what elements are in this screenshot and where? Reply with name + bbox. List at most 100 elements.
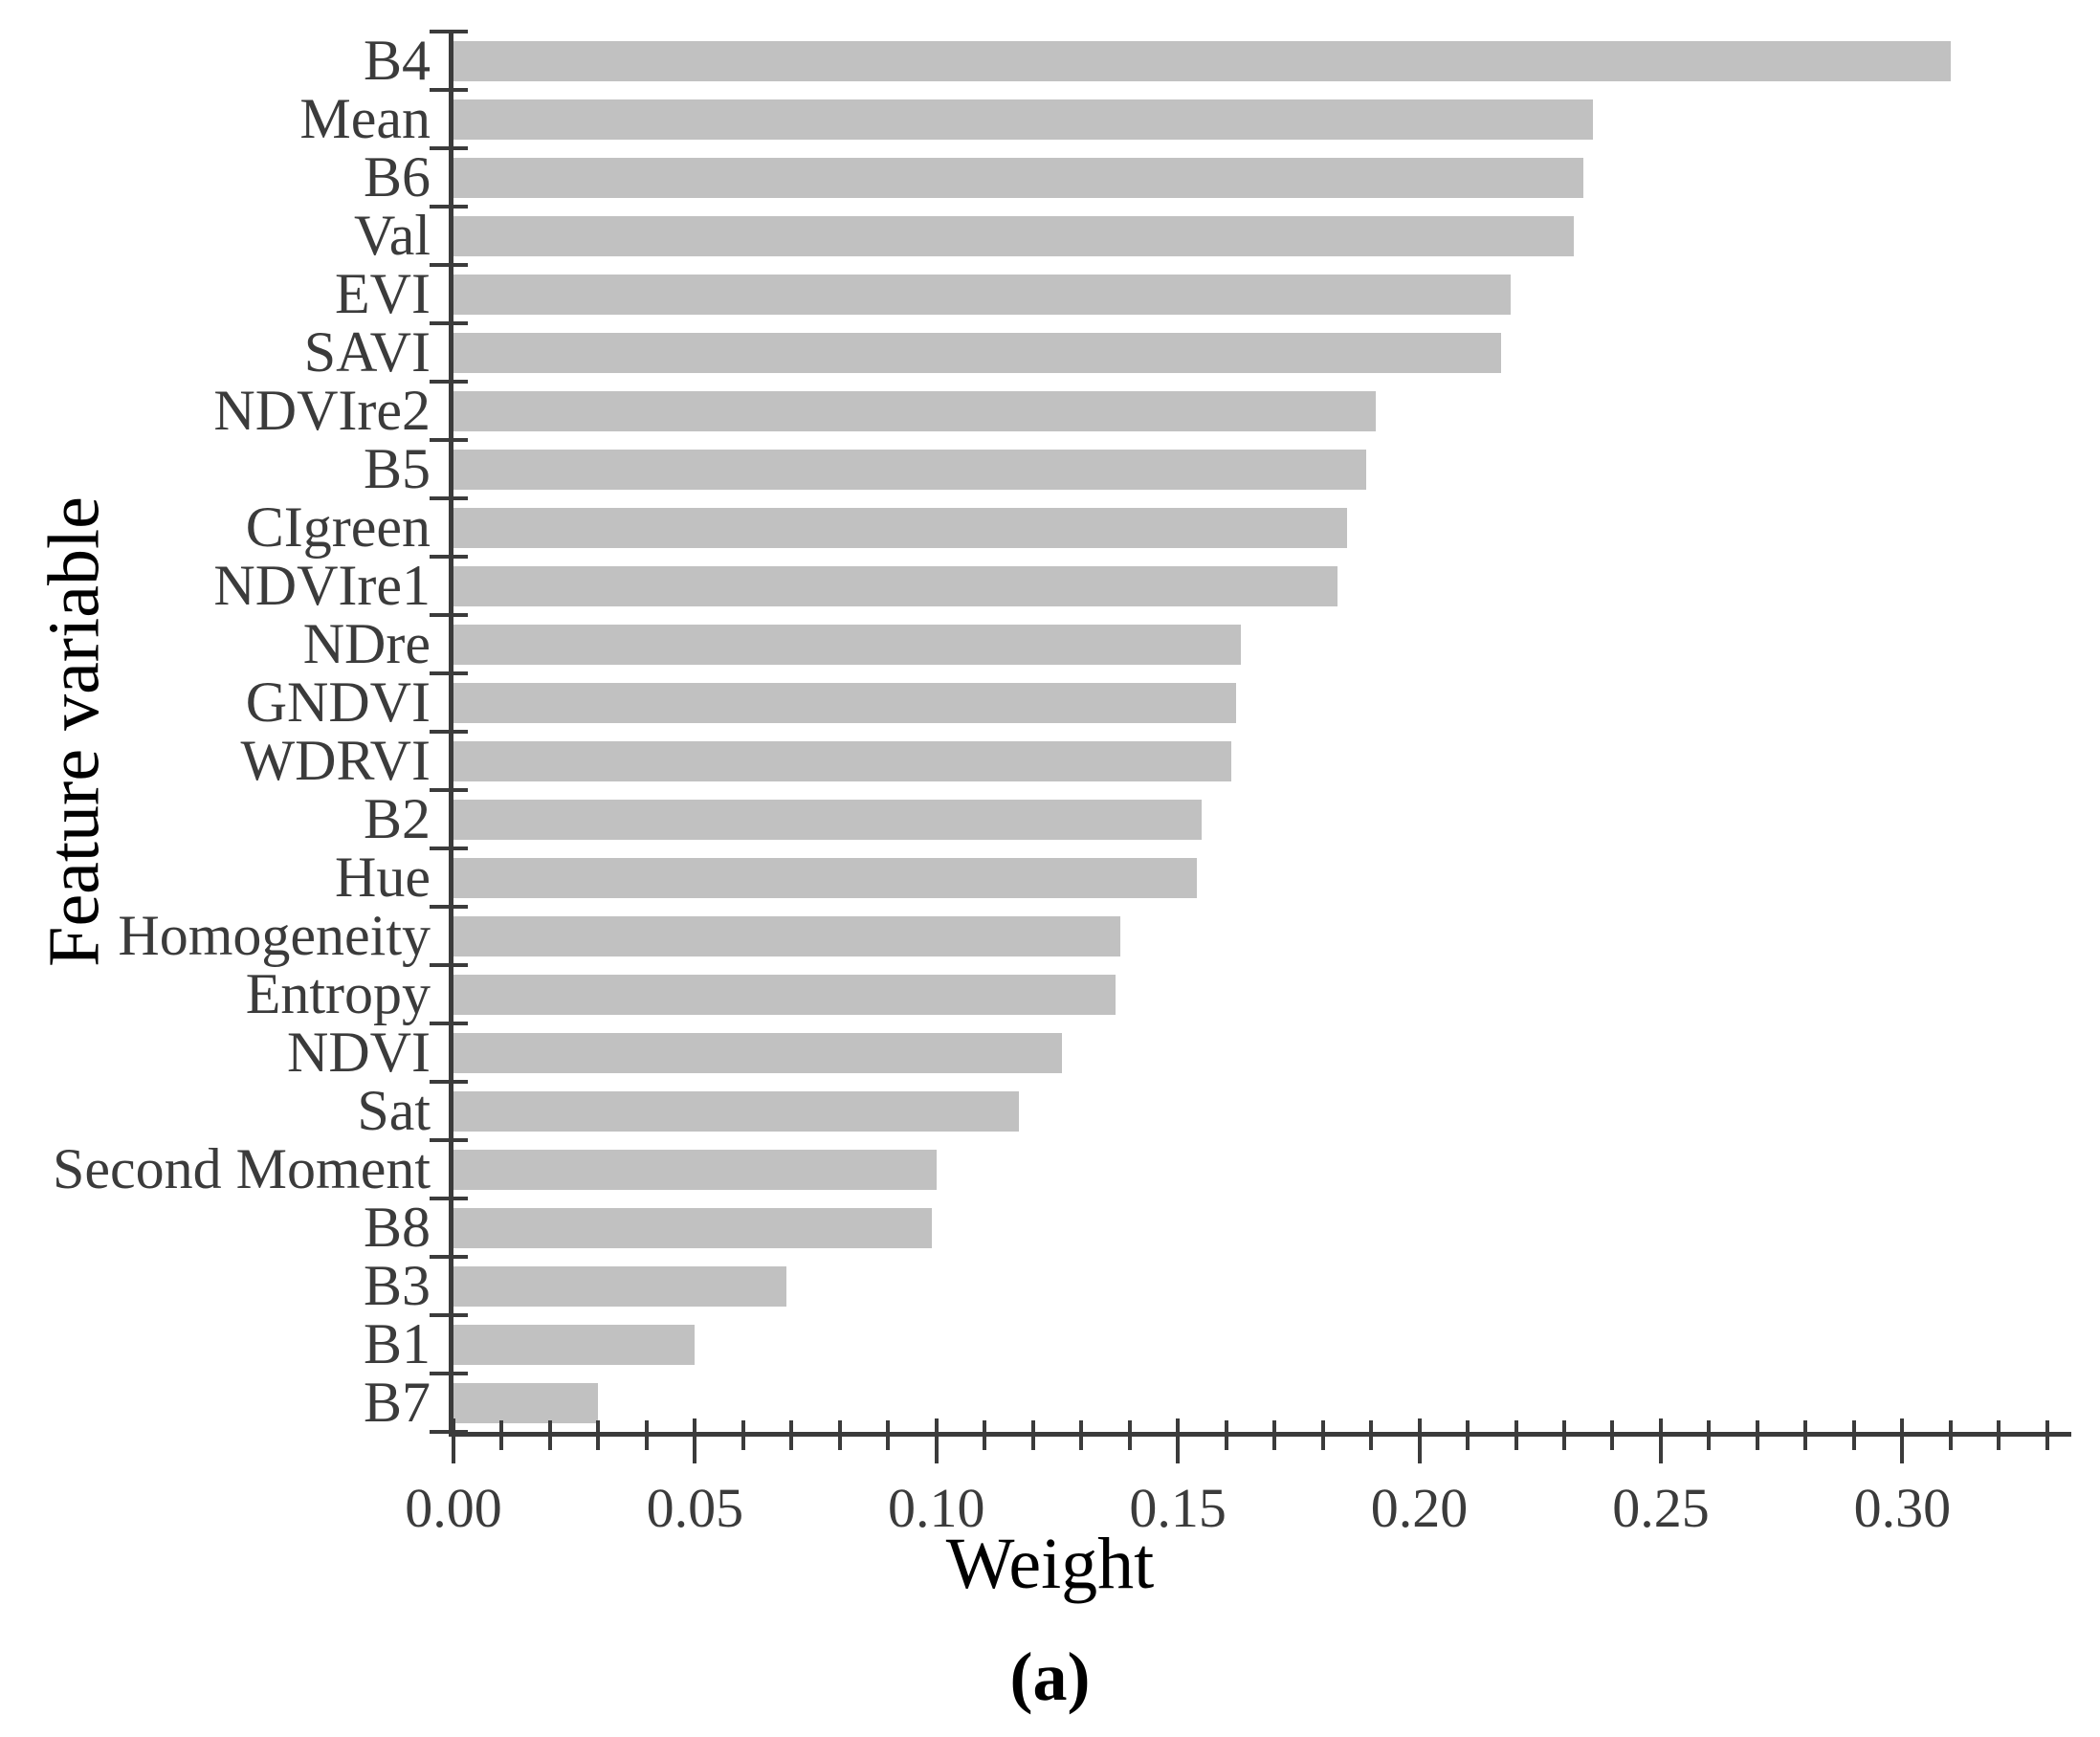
bar-savi — [453, 332, 1502, 373]
category-label: Second Moment — [53, 1137, 431, 1200]
category-label: WDRVI — [240, 729, 431, 792]
x-axis-minor-tick — [499, 1420, 504, 1450]
x-axis-minor-tick — [1514, 1420, 1518, 1450]
y-axis-tick — [430, 730, 468, 734]
x-axis-minor-tick — [1224, 1420, 1228, 1450]
category-label: B2 — [363, 787, 431, 850]
bar-hue — [453, 857, 1198, 898]
x-axis-minor-tick — [1755, 1420, 1759, 1450]
bar-ndvi — [453, 1032, 1063, 1073]
category-label: B6 — [363, 145, 431, 209]
x-axis-minor-tick — [1466, 1420, 1470, 1450]
category-label: NDVIre1 — [213, 554, 431, 617]
x-axis-major-tick — [1176, 1418, 1181, 1463]
x-axis-minor-tick — [886, 1420, 891, 1450]
x-axis-minor-tick — [837, 1420, 842, 1450]
category-label: NDVI — [287, 1021, 431, 1084]
bar-entropy — [453, 974, 1116, 1015]
x-axis-minor-tick — [2045, 1420, 2049, 1450]
bar-b2 — [453, 799, 1203, 840]
bar-cigreen — [453, 507, 1347, 548]
bar-b7 — [453, 1382, 599, 1423]
y-axis-tick — [430, 205, 468, 209]
x-axis-tick-label: 0.00 — [405, 1477, 502, 1539]
x-axis-minor-tick — [983, 1420, 987, 1450]
y-axis-tick — [430, 321, 468, 325]
x-axis-major-tick — [452, 1418, 455, 1463]
y-axis-tick — [430, 555, 468, 559]
x-axis-tick-label: 0.15 — [1129, 1477, 1227, 1539]
x-axis-minor-tick — [1561, 1420, 1566, 1450]
y-axis-tick — [430, 671, 468, 675]
y-axis-tick — [430, 380, 468, 384]
category-label: Homogeneity — [118, 904, 431, 967]
y-axis-tick — [430, 613, 468, 617]
category-label: B5 — [363, 437, 431, 500]
x-axis-minor-tick — [547, 1420, 552, 1450]
bar-b5 — [453, 449, 1367, 490]
category-label: NDVIre2 — [213, 379, 431, 442]
x-axis-minor-tick — [1610, 1420, 1615, 1450]
x-axis-minor-tick — [789, 1420, 794, 1450]
y-axis-tick — [430, 30, 468, 33]
x-axis-minor-tick — [1320, 1420, 1325, 1450]
bar-b6 — [453, 157, 1584, 198]
x-axis-tick-label: 0.30 — [1853, 1477, 1952, 1539]
y-axis-tick — [430, 1080, 468, 1084]
x-axis-minor-tick — [1272, 1420, 1277, 1450]
category-label: Mean — [299, 87, 431, 150]
bar-ndre — [453, 624, 1241, 665]
y-axis-tick — [430, 1313, 468, 1317]
y-axis-tick — [430, 963, 468, 967]
bar-b8 — [453, 1207, 932, 1248]
x-axis-minor-tick — [1079, 1420, 1084, 1450]
bar-ndvire1 — [453, 565, 1337, 606]
bar-b1 — [453, 1324, 696, 1365]
y-axis-tick — [430, 146, 468, 150]
x-axis-minor-tick — [1803, 1420, 1808, 1450]
y-axis-tick — [430, 438, 468, 442]
y-axis-tick — [430, 1372, 468, 1375]
y-axis-tick — [430, 1255, 468, 1259]
category-label: Hue — [335, 846, 431, 909]
y-axis-tick — [430, 905, 468, 909]
y-axis-tick — [430, 788, 468, 792]
y-axis-tick — [430, 1138, 468, 1142]
y-axis-tick — [430, 263, 468, 267]
x-axis-tick-label: 0.05 — [646, 1477, 744, 1539]
y-axis-tick — [430, 1197, 468, 1200]
category-label: B3 — [363, 1254, 431, 1317]
x-axis-minor-tick — [1707, 1420, 1712, 1450]
bar-b4 — [453, 40, 1951, 81]
plot-area: B4 Mean B6 Val EVI SAVI NDVIre2 B5 CIgreen NDVIre… — [53, 30, 2071, 1539]
x-axis-title: Weight — [945, 1524, 1155, 1604]
y-axis-tick — [430, 847, 468, 850]
x-axis-major-tick — [1658, 1418, 1663, 1463]
x-axis-minor-tick — [1369, 1420, 1374, 1450]
category-label: CIgreen — [245, 495, 431, 559]
bar-second-moment — [453, 1149, 937, 1190]
x-axis-minor-tick — [1127, 1420, 1132, 1450]
subplot-label: (a) — [1009, 1638, 1091, 1715]
bar-b3 — [453, 1265, 787, 1307]
x-axis-major-tick — [1900, 1418, 1905, 1463]
category-label: B4 — [363, 29, 431, 92]
x-axis-tick-label: 0.20 — [1370, 1477, 1469, 1539]
x-axis-minor-tick — [1030, 1420, 1035, 1450]
x-axis-major-tick — [693, 1418, 697, 1463]
category-label: GNDVI — [245, 671, 431, 734]
bar-ndvire2 — [453, 390, 1377, 431]
x-axis-minor-tick — [1948, 1420, 1953, 1450]
bar-sat — [453, 1090, 1019, 1132]
bar-val — [453, 215, 1575, 256]
x-axis-minor-tick — [1997, 1420, 2001, 1450]
x-axis-minor-tick — [644, 1420, 649, 1450]
bar-homogeneity — [453, 915, 1120, 956]
bar-gndvi — [453, 682, 1236, 723]
y-axis-tick — [430, 1430, 468, 1434]
category-label: Val — [354, 204, 431, 267]
x-axis-major-tick — [934, 1418, 939, 1463]
bar-evi — [453, 274, 1512, 315]
category-label: EVI — [335, 262, 431, 325]
